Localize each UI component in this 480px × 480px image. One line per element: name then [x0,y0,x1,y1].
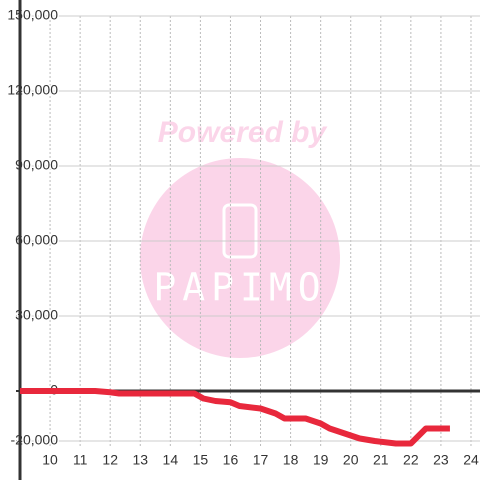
watermark-title: Powered by [158,116,328,149]
x-tick-label: 20 [343,452,359,468]
x-tick-label: 13 [132,452,148,468]
x-tick-label: 15 [193,452,209,468]
x-tick-label: 19 [313,452,329,468]
plot: 101112131415161718192021222324-20,000030… [6,0,480,480]
x-tick-label: 12 [102,452,118,468]
watermark-icon [222,203,258,259]
x-tick-label: 17 [253,452,269,468]
y-tick-label: 60,000 [15,232,58,248]
x-tick-label: 16 [223,452,239,468]
y-tick-label: 90,000 [15,157,58,173]
x-tick-label: 23 [433,452,449,468]
x-tick-label: 21 [373,452,389,468]
y-tick-label: 120,000 [7,82,58,98]
x-tick-label: 18 [283,452,299,468]
x-tick-label: 10 [42,452,58,468]
y-tick-label: -20,000 [11,432,59,448]
data-line [20,388,450,447]
watermark-brand: PAPIMO [153,266,326,310]
watermark: Powered by PAPIMO [140,116,340,358]
x-tick-label: 11 [73,452,88,468]
x-tick-label: 22 [403,452,419,468]
x-tick-label: 24 [463,452,479,468]
y-tick-label: 150,000 [7,7,58,23]
y-tick-label: 30,000 [15,307,58,323]
x-tick-label: 14 [163,452,179,468]
